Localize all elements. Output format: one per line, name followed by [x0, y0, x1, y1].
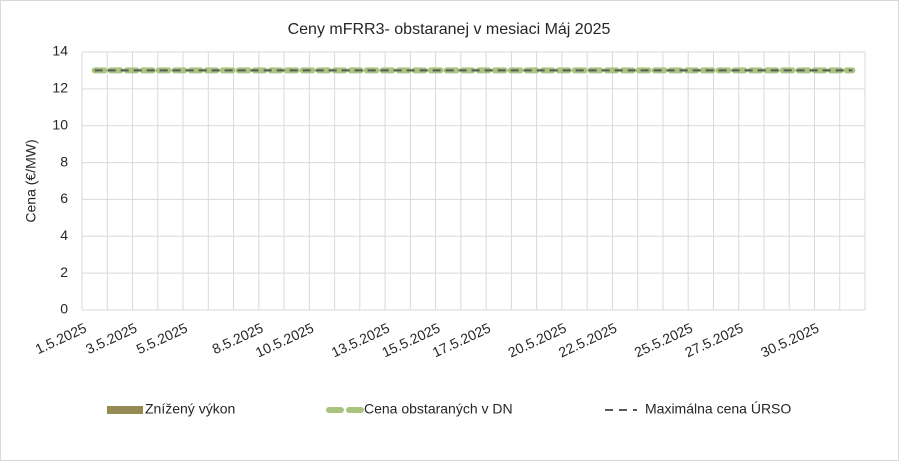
legend-marker — [107, 406, 143, 414]
y-tick-label: 6 — [60, 190, 68, 206]
chart-title: Ceny mFRR3- obstaranej v mesiaci Máj 202… — [288, 21, 611, 38]
y-tick-label: 0 — [60, 301, 68, 317]
y-tick-label: 12 — [52, 80, 68, 96]
legend-label: Cena obstaraných v DN — [364, 401, 513, 417]
legend-label: Maximálna cena ÚRSO — [645, 401, 791, 417]
y-tick-label: 8 — [60, 153, 68, 169]
y-tick-label: 10 — [52, 116, 68, 132]
y-tick-label: 2 — [60, 264, 68, 280]
y-axis-label: Cena (€/MW) — [23, 139, 39, 222]
y-tick-label: 14 — [52, 43, 68, 59]
y-tick-label: 4 — [60, 227, 68, 243]
legend-label: Znížený výkon — [145, 401, 235, 417]
